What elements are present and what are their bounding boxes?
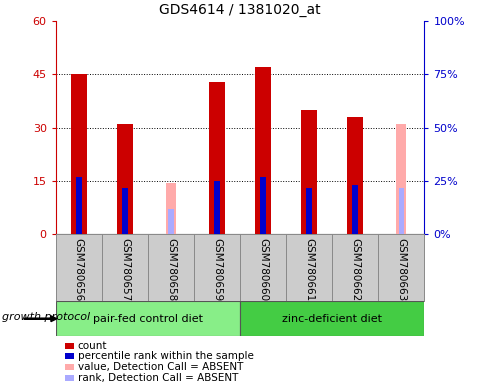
Text: growth protocol: growth protocol	[2, 312, 91, 322]
Text: rank, Detection Call = ABSENT: rank, Detection Call = ABSENT	[77, 373, 238, 383]
Text: percentile rank within the sample: percentile rank within the sample	[77, 351, 253, 361]
Text: GSM780660: GSM780660	[257, 238, 268, 301]
Text: GSM780661: GSM780661	[303, 238, 314, 301]
Bar	[352, 185, 357, 234]
Text: pair-fed control diet: pair-fed control diet	[93, 314, 202, 324]
Bar	[166, 183, 176, 234]
Bar	[56, 301, 240, 336]
Bar	[117, 124, 133, 234]
Text: GSM780662: GSM780662	[349, 238, 360, 301]
Bar	[398, 188, 403, 234]
Bar	[76, 177, 81, 234]
Bar	[122, 188, 127, 234]
Bar	[260, 177, 265, 234]
Bar	[168, 209, 173, 234]
Text: GSM780657: GSM780657	[120, 238, 130, 301]
Title: GDS4614 / 1381020_at: GDS4614 / 1381020_at	[159, 3, 320, 17]
Text: value, Detection Call = ABSENT: value, Detection Call = ABSENT	[77, 362, 242, 372]
Bar	[214, 181, 219, 234]
Bar	[255, 67, 271, 234]
Text: count: count	[77, 341, 107, 351]
Bar	[398, 188, 403, 234]
Text: zinc-deficient diet: zinc-deficient diet	[282, 314, 381, 324]
Bar	[395, 124, 406, 234]
Text: GSM780663: GSM780663	[395, 238, 406, 301]
Bar	[71, 74, 87, 234]
Bar	[347, 117, 363, 234]
Bar	[301, 110, 317, 234]
Bar	[306, 188, 311, 234]
Bar	[240, 301, 424, 336]
Text: GSM780659: GSM780659	[212, 238, 222, 301]
Text: GSM780658: GSM780658	[166, 238, 176, 301]
Bar	[209, 81, 225, 234]
Text: GSM780656: GSM780656	[74, 238, 84, 301]
